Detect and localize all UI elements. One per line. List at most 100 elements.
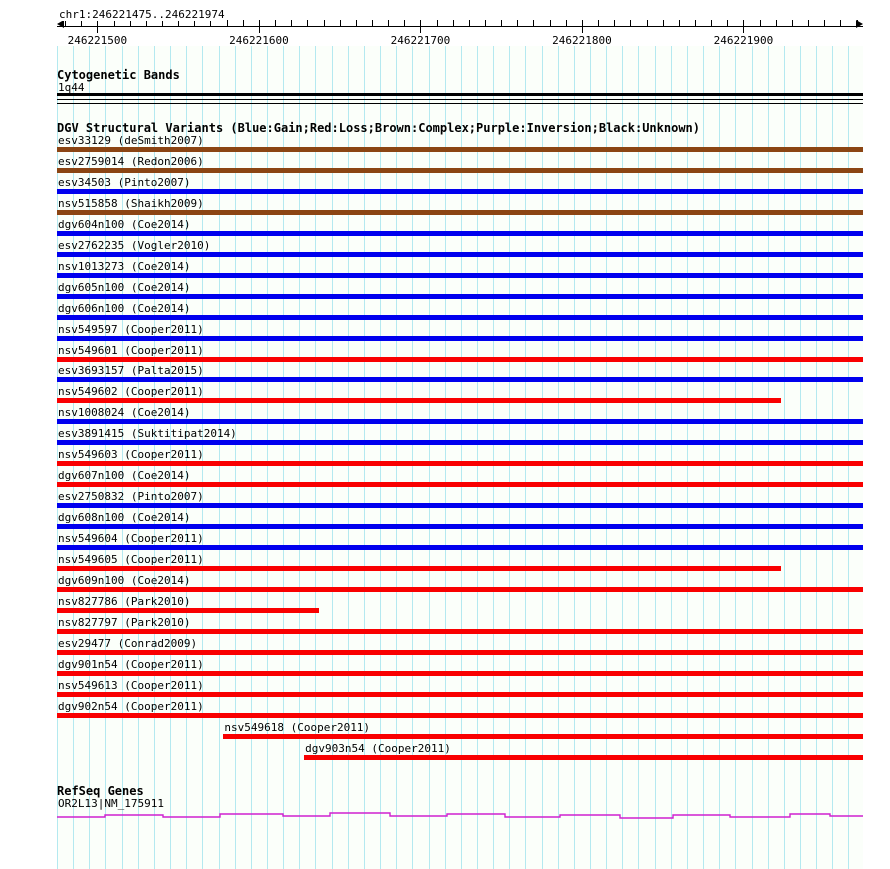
feature-bar[interactable] (57, 524, 863, 530)
ruler-minor-tick (614, 20, 616, 27)
ruler-minor-tick (808, 20, 810, 27)
feature-label[interactable]: esv33129 (deSmith2007) (58, 134, 204, 147)
cytoband-bar[interactable] (57, 93, 863, 96)
feature-bar[interactable] (57, 712, 863, 718)
feature-bar[interactable] (57, 670, 863, 676)
feature-label[interactable]: nsv549604 (Cooper2011) (58, 532, 204, 546)
feature-bar[interactable] (57, 398, 781, 404)
ruler-minor-tick (452, 20, 454, 27)
feature-bar[interactable] (57, 461, 863, 467)
feature-label[interactable]: nsv549618 (Cooper2011) (224, 720, 371, 734)
ruler-minor-tick (161, 20, 163, 27)
feature-label[interactable]: dgv606n100 (Coe2014) (58, 301, 191, 315)
grid-line (299, 46, 301, 869)
grid-line (703, 46, 705, 869)
feature-label[interactable]: dgv903n54 (Cooper2011) (305, 741, 451, 755)
feature-label[interactable]: esv29477 (Conrad2009) (58, 636, 198, 650)
feature-label[interactable]: dgv902n54 (Cooper2011) (58, 699, 204, 713)
feature-bar[interactable] (57, 691, 863, 697)
feature-bar[interactable] (57, 503, 863, 509)
grid-line (186, 46, 188, 869)
ruler-minor-tick (355, 20, 357, 27)
feature-label[interactable]: nsv549613 (Cooper2011) (58, 678, 204, 692)
grid-line (57, 46, 58, 869)
feature-bar[interactable] (57, 147, 863, 152)
feature-label[interactable]: esv3891415 (Suktitipat2014) (58, 427, 237, 441)
feature-bar[interactable] (57, 419, 863, 425)
ruler-minor-tick (307, 20, 309, 27)
feature-label[interactable]: dgv608n100 (Coe2014) (58, 511, 191, 525)
grid-line (525, 46, 527, 869)
ruler-minor-tick (145, 20, 147, 27)
ruler-minor-tick (178, 20, 180, 27)
ruler-minor-tick (824, 20, 826, 27)
ruler-minor-tick (323, 20, 325, 27)
grid-line (250, 46, 252, 869)
track-title-cytogenetic-bands: Cytogenetic Bands (57, 68, 180, 82)
feature-bar[interactable] (57, 440, 863, 446)
feature-label[interactable]: dgv604n100 (Coe2014) (58, 217, 191, 231)
feature-label[interactable]: nsv549597 (Cooper2011) (58, 322, 204, 336)
right-arrow-icon[interactable] (856, 20, 863, 28)
feature-bar[interactable] (57, 272, 863, 278)
feature-label[interactable]: nsv1008024 (Coe2014) (58, 406, 191, 420)
feature-bar[interactable] (57, 188, 863, 194)
feature-bar[interactable] (223, 733, 863, 739)
feature-label[interactable]: nsv549605 (Cooper2011) (58, 553, 204, 566)
feature-label[interactable]: nsv1013273 (Coe2014) (58, 259, 191, 273)
feature-bar[interactable] (57, 356, 863, 362)
grid-line (460, 46, 462, 869)
ruler-minor-tick (129, 20, 131, 27)
grid-line (234, 46, 236, 869)
feature-bar[interactable] (57, 335, 863, 341)
feature-bar[interactable] (57, 209, 863, 215)
feature-label[interactable]: esv2759014 (Redon2006) (58, 154, 204, 168)
feature-label[interactable]: esv2762235 (Vogler2010) (58, 238, 211, 252)
track-title-dgv-structural-variants: DGV Structural Variants (Blue:Gain;Red:L… (57, 121, 700, 135)
ruler-minor-tick (65, 20, 67, 27)
feature-bar[interactable] (57, 314, 863, 320)
feature-bar[interactable] (57, 377, 863, 383)
feature-label[interactable]: dgv605n100 (Coe2014) (58, 280, 191, 294)
feature-bar[interactable] (57, 293, 863, 299)
ruler-minor-tick (210, 20, 212, 27)
feature-label[interactable]: nsv827786 (Park2010) (58, 594, 191, 608)
feature-label[interactable]: nsv515858 (Shaikh2009) (58, 196, 204, 210)
ruler-minor-tick (630, 20, 632, 27)
ruler-minor-tick (388, 20, 390, 27)
feature-bar[interactable] (304, 754, 863, 760)
track-separator-bottom (57, 103, 863, 104)
feature-label[interactable]: esv34503 (Pinto2007) (58, 175, 191, 189)
ruler-minor-tick (565, 20, 567, 27)
feature-bar[interactable] (57, 167, 863, 173)
feature-label[interactable]: dgv609n100 (Coe2014) (58, 573, 191, 587)
feature-label[interactable]: nsv549602 (Cooper2011) (58, 385, 204, 399)
grid-background (57, 46, 863, 869)
feature-label[interactable]: dgv901n54 (Cooper2011) (58, 657, 204, 671)
left-arrow-icon[interactable] (57, 20, 64, 28)
feature-bar[interactable] (57, 628, 863, 634)
feature-bar[interactable] (57, 545, 863, 551)
ruler-minor-tick (339, 20, 341, 27)
ruler-minor-tick (662, 20, 664, 27)
feature-bar[interactable] (57, 230, 863, 236)
feature-bar[interactable] (57, 649, 863, 655)
feature-bar[interactable] (57, 586, 863, 592)
feature-bar[interactable] (57, 482, 863, 488)
feature-label[interactable]: esv2750832 (Pinto2007) (58, 490, 204, 504)
feature-bar[interactable] (57, 251, 863, 257)
gene-label[interactable]: OR2L13|NM_175911 (58, 797, 164, 810)
feature-label[interactable]: nsv549601 (Cooper2011) (58, 343, 204, 357)
feature-label[interactable]: nsv549603 (Cooper2011) (58, 448, 204, 462)
feature-bar[interactable] (57, 607, 319, 613)
feature-label[interactable]: esv3693157 (Palta2015) (58, 364, 204, 378)
feature-label[interactable]: dgv607n100 (Coe2014) (58, 469, 191, 483)
ruler-tick-label: 246221700 (390, 34, 451, 47)
grid-line (751, 46, 753, 869)
coordinate-ruler[interactable]: chr1:246221475..246221974 246221500 24622… (0, 8, 890, 48)
feature-label[interactable]: nsv827797 (Park2010) (58, 615, 191, 629)
ruler-minor-tick (549, 20, 551, 27)
feature-bar[interactable] (57, 566, 781, 571)
ruler-minor-tick (856, 20, 858, 27)
